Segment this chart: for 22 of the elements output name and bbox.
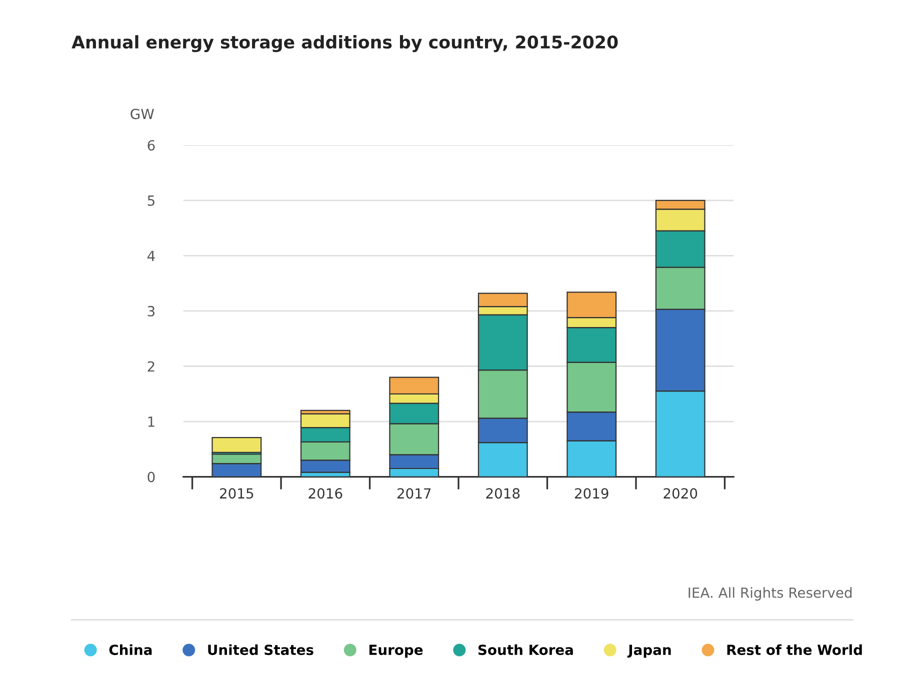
y-tick-label: 5 [148,196,154,206]
x-tick-label: 2016 [308,488,342,499]
y-tick-label: 3 [148,306,155,316]
x-tick-label: 2019 [574,488,608,499]
y-tick-label: 4 [147,250,155,261]
legend-label: Japan [627,644,671,658]
x-tick-label: 2017 [397,488,431,499]
legend-label: Rest of the World [727,644,862,656]
y-tick-label: 0 [148,472,155,482]
legend-label: United States [208,644,314,656]
y-axis-title: GW [130,108,154,120]
y-tick-label: 1 [148,416,154,427]
y-tick-label: 2 [148,361,154,372]
x-tick-label: 2020 [664,488,698,499]
legend-label: Europe [369,644,423,658]
text: IEA. All Rights Reserved [688,587,852,601]
legend-label: South Korea [478,644,573,656]
x-tick-label: 2015 [220,488,254,499]
y-tick-label: 6 [148,140,155,151]
chart-title: Annual energy storage additions by country, 2015-2020 [72,35,618,52]
x-tick-label: 2018 [486,488,520,499]
legend-label: China [109,644,152,656]
